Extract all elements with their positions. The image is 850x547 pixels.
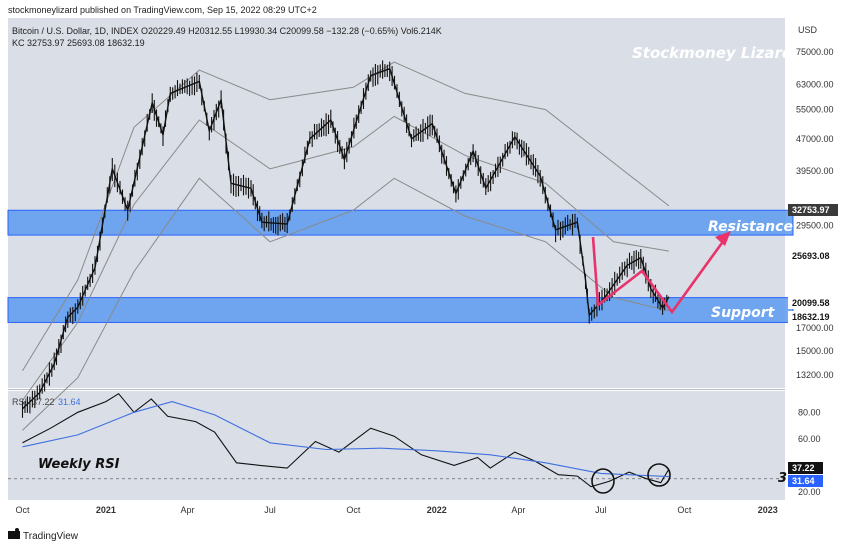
support-label: Support: [711, 305, 776, 321]
badge-rsi-ma: 31.64: [792, 476, 815, 486]
price-tick-label: 17000.00: [796, 323, 834, 333]
time-tick-label: Oct: [677, 505, 692, 515]
price-tick-label: 47000.00: [796, 134, 834, 144]
rsi-marker-label: 3: [778, 471, 787, 486]
time-axis: Oct 2021 Apr Jul Oct 2022 Apr Jul Oct 2023: [15, 505, 777, 515]
resistance-label: Resistance: [708, 219, 793, 235]
badge-close: 20099.58: [792, 298, 830, 308]
price-tick-label: 63000.00: [796, 79, 834, 89]
badge-kc-upper: 32753.97: [792, 205, 830, 215]
rsi-lines: [22, 392, 670, 488]
badge-kc-mid: 25693.08: [792, 251, 830, 261]
time-tick-label: Apr: [511, 505, 525, 515]
time-tick-label: Oct: [346, 505, 361, 515]
price-tick-label: 13200.00: [796, 370, 834, 380]
watermark-label: Stockmoney Lizards: [632, 44, 802, 62]
symbol-info: Bitcoin / U.S. Dollar, 1D, INDEX O20229.…: [12, 26, 442, 36]
time-tick-label: 2021: [96, 505, 116, 515]
badge-rsi: 37.22: [792, 463, 815, 473]
time-tick-label: Apr: [180, 505, 194, 515]
badge-kc-lower: 18632.19: [792, 312, 830, 322]
price-tick-label: 55000.00: [796, 105, 834, 115]
resistance-zone: [7, 209, 794, 236]
price-tick-label: 15000.00: [796, 346, 834, 356]
kc-line-2: [22, 177, 670, 431]
time-tick-label: 2023: [758, 505, 778, 515]
rsi-tick-label: 80.00: [798, 407, 821, 417]
rsi-ma-line: [22, 401, 669, 478]
price-tick-label: 39500.00: [796, 166, 834, 176]
rsi-circle-sep: [647, 463, 671, 487]
rsi-pane-bg: [8, 391, 785, 500]
publish-info: stockmoneylizard published on TradingVie…: [8, 5, 317, 15]
price-tick-label: 29500.00: [796, 220, 834, 230]
currency-label: USD: [798, 25, 818, 35]
time-tick-label: Jul: [264, 505, 276, 515]
support-zone: [7, 297, 794, 323]
rsi-tick-label: 60.00: [798, 434, 821, 444]
time-tick-label: 2022: [427, 505, 447, 515]
weekly-rsi-label: Weekly RSI: [38, 457, 120, 472]
rsi-value: 37.22: [32, 397, 55, 407]
time-tick-label: Oct: [15, 505, 30, 515]
price-badges: 32753.97 25693.08 20099.58 18632.19: [788, 204, 838, 323]
rsi-tick-label: 20.00: [798, 487, 821, 497]
kc-info: KC 32753.97 25693.08 18632.19: [12, 38, 145, 48]
tradingview-logo-icon: [8, 528, 20, 539]
main-pane-bg: [8, 18, 785, 388]
rsi-title: RSI: [12, 397, 27, 407]
kc-line-1: [22, 115, 669, 401]
pink-projection-arrow: [591, 231, 731, 315]
price-tick-label: 75000.00: [796, 47, 834, 57]
rsi-circle-jun: [591, 468, 615, 494]
rsi-ma-value: 31.64: [58, 397, 81, 407]
price-axis: 13200.00 15000.00 17000.00 29500.00 39500.00…: [796, 47, 834, 380]
time-tick-label: Jul: [595, 505, 607, 515]
footer-brand: TradingView: [23, 531, 79, 542]
